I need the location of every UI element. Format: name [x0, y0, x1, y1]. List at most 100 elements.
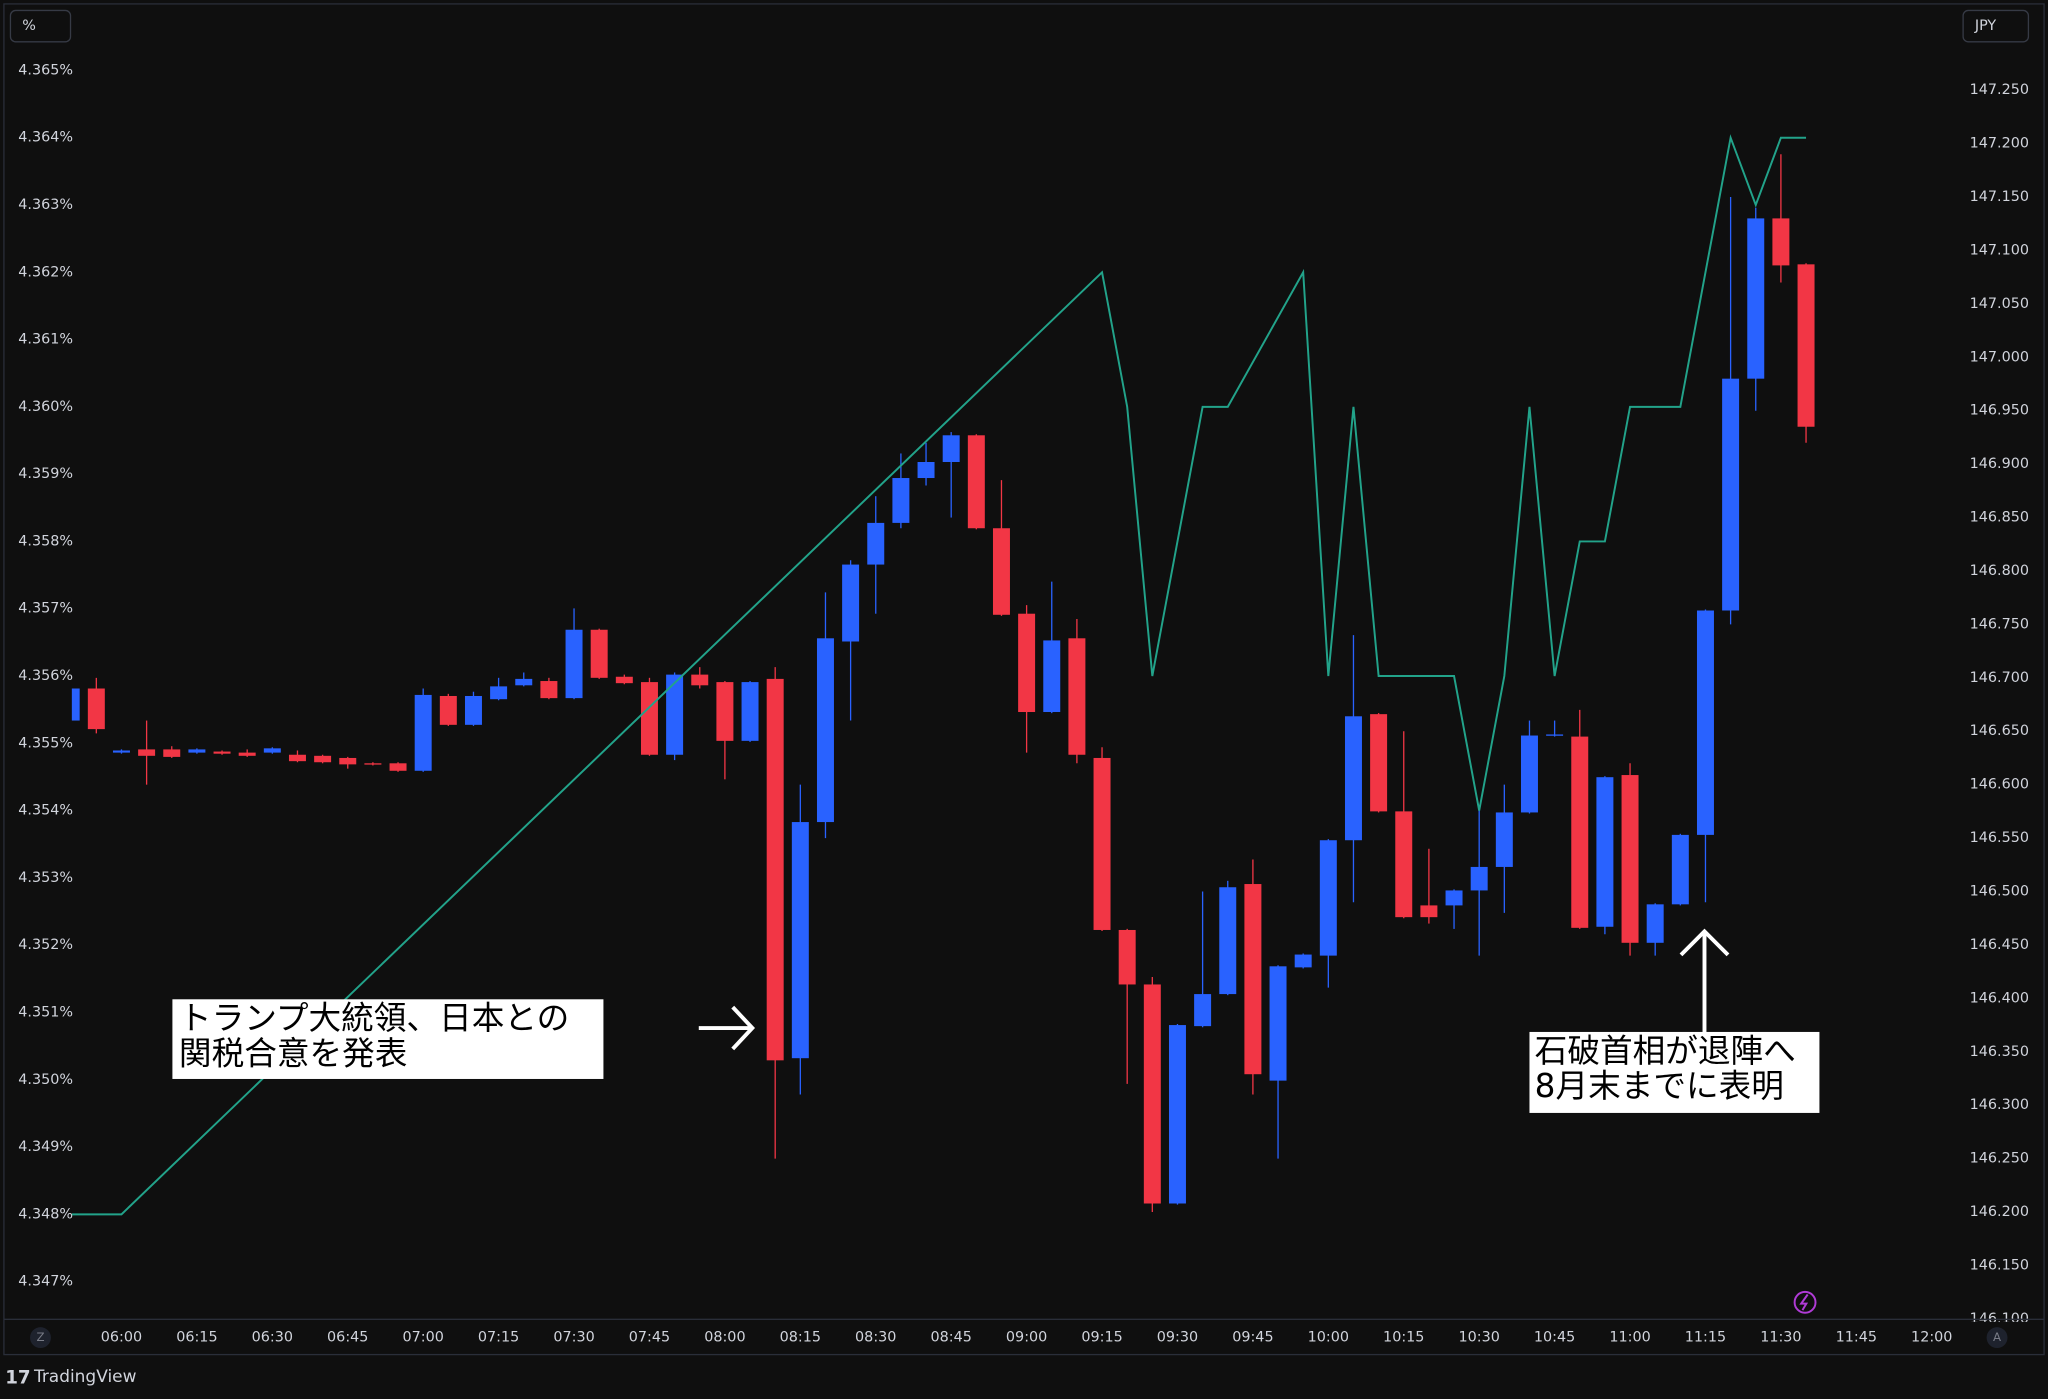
candle-body [716, 682, 734, 741]
candle-body [364, 763, 382, 765]
y-tick-label: 4.352% [18, 937, 73, 953]
candle-body [1520, 735, 1538, 813]
x-tick-label: 06:00 [101, 1330, 142, 1346]
candle-body [666, 674, 684, 755]
candle-body [640, 682, 658, 755]
x-tick-label: 07:15 [478, 1330, 519, 1346]
frame [3, 3, 2045, 1356]
candle-body [1093, 757, 1111, 930]
y-tick-label: 4.357% [18, 601, 73, 617]
candle-body [1546, 734, 1564, 736]
candle-body [590, 629, 608, 678]
annotation-text: 石破首相が退陣へ [1535, 1032, 1796, 1070]
candle-body [414, 694, 432, 771]
candle-body [188, 749, 206, 753]
y-tick-label: 4.364% [18, 130, 73, 146]
scale-button[interactable] [1986, 1327, 2008, 1349]
candle-body [1621, 775, 1639, 943]
y-tick-label: 4.351% [18, 1004, 73, 1020]
annotation-box [1529, 1031, 1820, 1113]
x-tick-label: 11:15 [1685, 1330, 1726, 1346]
y2-tick-label: 146.600 [1970, 777, 2029, 793]
candle-body [1747, 218, 1765, 379]
y2-tick-label: 146.200 [1970, 1204, 2029, 1220]
y-tick-label: 4.353% [18, 870, 73, 886]
candle-body [238, 752, 256, 756]
scale-button[interactable] [30, 1327, 51, 1349]
y2-tick-label: 146.100 [1970, 1311, 2029, 1327]
candle-body [288, 754, 306, 762]
x-tick-label: 11:45 [1836, 1330, 1877, 1346]
candle-body [263, 748, 281, 753]
y2-tick-label: 147.250 [1970, 82, 2029, 98]
candle-body [1470, 866, 1488, 891]
candle-body [1168, 1025, 1186, 1204]
y2-tick-label: 147.150 [1970, 189, 2029, 205]
candle-body [565, 629, 583, 699]
currency-button[interactable] [1962, 9, 2030, 43]
candle-body [1269, 966, 1287, 1081]
y2-tick-label: 146.250 [1970, 1151, 2029, 1167]
candle-body [1294, 954, 1312, 968]
candle-body [1395, 811, 1413, 918]
candle-body [1797, 264, 1815, 427]
alert-icon[interactable] [1793, 1290, 1817, 1314]
annotations: トランプ大統領、日本との 関税合意を発表 石破首相が退陣へ 8月末までに表明 [172, 928, 1820, 1113]
candle-body [1420, 905, 1438, 918]
alert-icon-bolt [1799, 1293, 1809, 1311]
y-tick-label: 4.350% [18, 1072, 73, 1088]
logo-mark: 17 [5, 1367, 30, 1388]
candle-body [967, 435, 985, 529]
candle-body [1143, 984, 1161, 1204]
annotation-text: 8月末までに表明 [1535, 1067, 1784, 1105]
x-tick-label: 06:30 [252, 1330, 293, 1346]
candle-body [490, 686, 508, 700]
y-tick-label: 4.354% [18, 803, 73, 819]
y-tick-label: 4.348% [18, 1206, 73, 1222]
candle-body [515, 678, 533, 686]
y2-tick-label: 146.800 [1970, 563, 2029, 579]
candle-body [1219, 887, 1237, 995]
y-tick-label: 4.356% [18, 668, 73, 684]
candle-body [540, 681, 558, 699]
x-tick-label: 10:45 [1534, 1330, 1575, 1346]
y-tick-label: 4.360% [18, 399, 73, 415]
y-tick-label: 4.359% [18, 466, 73, 482]
candle-body [1671, 834, 1689, 905]
y2-tick-label: 146.900 [1970, 456, 2029, 472]
candle-body [1043, 640, 1061, 713]
candle-body [213, 751, 231, 754]
candle-body [389, 763, 407, 771]
candle-body [741, 682, 759, 741]
y2-tick-label: 147.200 [1970, 136, 2029, 152]
right-axis: 147.250 147.200 147.150 147.100 147.050 147.0… [1970, 82, 2029, 1327]
x-tick-label: 09:00 [1006, 1330, 1047, 1346]
y-tick-label: 4.347% [18, 1274, 73, 1290]
candle-body [71, 688, 80, 721]
candle-body [1244, 884, 1262, 1075]
candle-body [1068, 638, 1086, 755]
x-tick-label: 11:00 [1609, 1330, 1650, 1346]
candle-body [163, 749, 181, 757]
candle-body [1722, 378, 1740, 611]
candle-body [439, 695, 457, 725]
y2-tick-label: 146.500 [1970, 884, 2029, 900]
y-tick-label: 4.355% [18, 735, 73, 751]
x-tick-label: 10:15 [1383, 1330, 1424, 1346]
candle-body [892, 478, 910, 523]
y2-tick-label: 146.450 [1970, 937, 2029, 953]
candle-body [816, 638, 834, 823]
x-tick-label: 06:15 [176, 1330, 217, 1346]
y2-tick-label: 146.750 [1970, 616, 2029, 632]
brand: TradingView [33, 1367, 137, 1387]
unit-button[interactable] [9, 9, 72, 43]
arrow [698, 1005, 756, 1051]
x-tick-label: 07:45 [629, 1330, 670, 1346]
plot-area [71, 134, 1815, 1216]
y2-tick-label: 147.100 [1970, 242, 2029, 258]
x-tick-label: 08:15 [780, 1330, 821, 1346]
x-tick-label: 07:30 [553, 1330, 594, 1346]
arrow [1679, 928, 1730, 1032]
annotation-box [172, 999, 604, 1079]
